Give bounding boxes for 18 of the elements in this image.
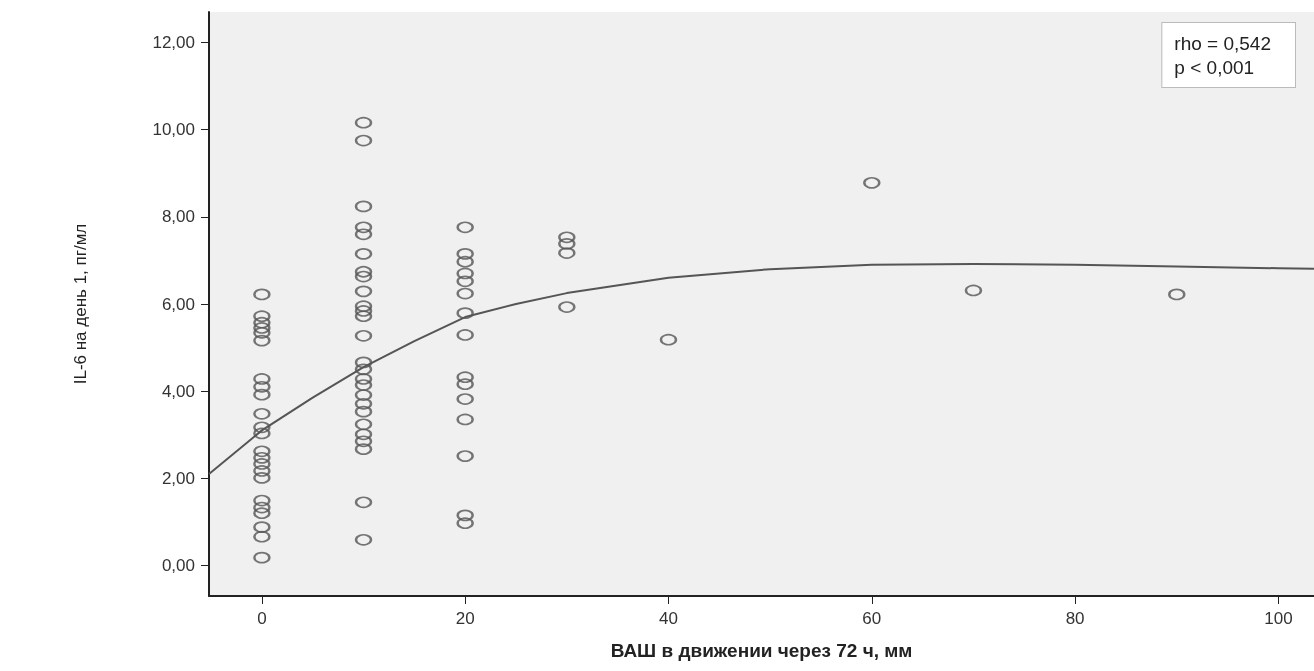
y-tick-label: 0,00 xyxy=(161,555,195,575)
annotation: p < 0,001 xyxy=(1174,56,1255,78)
x-axis-title: ВАШ в движении через 72 ч, мм xyxy=(610,640,913,661)
y-tick-label: 2,00 xyxy=(161,468,195,488)
x-tick-label: 60 xyxy=(862,609,882,628)
x-tick-label: 20 xyxy=(455,609,475,628)
y-tick-label: 4,00 xyxy=(161,381,195,401)
y-tick-label: 10,00 xyxy=(152,120,195,140)
x-tick-label: 80 xyxy=(1065,609,1085,628)
x-tick-label: 40 xyxy=(659,609,678,628)
annotation: rho = 0,542 xyxy=(1174,32,1272,54)
line-series xyxy=(208,262,1314,475)
y-tick-label: 6,00 xyxy=(161,294,195,314)
y-tick-label: 12,00 xyxy=(152,33,195,53)
x-tick-label: 100 xyxy=(1264,609,1293,628)
y-tick-label: 8,00 xyxy=(161,207,195,227)
x-tick-label: 0 xyxy=(257,609,267,628)
y-axis-title: IL-6 на день 1, пг/мл xyxy=(71,223,90,385)
